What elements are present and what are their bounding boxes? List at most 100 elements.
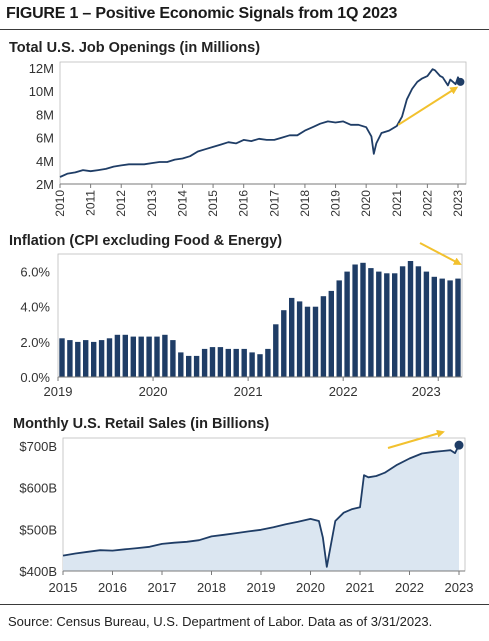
title-rule bbox=[0, 29, 489, 30]
y-tick-label: $700B bbox=[19, 439, 57, 454]
x-tick-label: 2016 bbox=[98, 580, 127, 595]
data-line bbox=[59, 68, 462, 178]
figure-title: FIGURE 1 – Positive Economic Signals fro… bbox=[6, 5, 398, 22]
bar bbox=[249, 352, 255, 377]
bar bbox=[328, 290, 334, 377]
x-tick-label: 2021 bbox=[234, 384, 263, 399]
x-tick-label: 2023 bbox=[412, 384, 441, 399]
bar bbox=[384, 273, 390, 377]
bar bbox=[352, 264, 358, 377]
bar bbox=[209, 347, 216, 377]
x-tick-label: 2015 bbox=[206, 190, 220, 217]
bar bbox=[431, 276, 437, 377]
y-tick-label: 10M bbox=[29, 84, 54, 99]
bar bbox=[67, 340, 73, 377]
x-tick-label: 2016 bbox=[237, 190, 251, 217]
chart-inflation: Inflation (CPI excluding Food & Energy) 0… bbox=[9, 233, 463, 399]
bar bbox=[360, 262, 366, 377]
bar bbox=[376, 271, 382, 377]
y-tick-label: 4M bbox=[36, 154, 54, 169]
bar bbox=[399, 266, 406, 377]
y-tick-label: 2M bbox=[36, 177, 54, 192]
trend-arrow bbox=[419, 242, 462, 265]
bar bbox=[91, 341, 97, 377]
x-tick-label: 2018 bbox=[298, 190, 312, 217]
bar bbox=[217, 347, 224, 377]
x-tick-label: 2017 bbox=[267, 190, 281, 217]
bar bbox=[312, 306, 319, 377]
trend-arrow bbox=[397, 86, 459, 126]
bar bbox=[146, 336, 152, 377]
bar bbox=[186, 355, 192, 377]
bar bbox=[344, 271, 350, 377]
bar bbox=[193, 355, 200, 377]
y-tick-label: 0.0% bbox=[20, 370, 50, 385]
y-tick-label: 8M bbox=[36, 107, 54, 122]
y-tick-label: $400B bbox=[19, 564, 57, 579]
chart-title: Monthly U.S. Retail Sales (in Billions) bbox=[13, 416, 269, 432]
x-tick-label: 2021 bbox=[346, 580, 375, 595]
footer-rule bbox=[0, 604, 489, 605]
bar bbox=[233, 348, 239, 377]
bar bbox=[122, 334, 128, 377]
bar bbox=[273, 324, 279, 377]
bar bbox=[178, 352, 184, 377]
chart-retail-sales: Monthly U.S. Retail Sales (in Billions) $… bbox=[13, 416, 473, 595]
bar bbox=[304, 306, 311, 377]
bar bbox=[439, 278, 445, 377]
x-tick-label: 2019 bbox=[44, 384, 73, 399]
bar bbox=[289, 297, 295, 377]
bar bbox=[98, 340, 105, 377]
x-tick-label: 2023 bbox=[451, 190, 465, 217]
y-tick-label: 12M bbox=[29, 61, 54, 76]
bar bbox=[281, 310, 287, 377]
chart-title: Inflation (CPI excluding Food & Energy) bbox=[9, 233, 282, 249]
x-tick-label: 2013 bbox=[145, 190, 159, 217]
bar bbox=[154, 336, 160, 377]
bar bbox=[170, 340, 176, 377]
bar bbox=[138, 336, 144, 377]
y-tick-label: $500B bbox=[19, 522, 57, 537]
bar bbox=[130, 336, 136, 377]
x-tick-label: 2011 bbox=[84, 190, 98, 216]
x-tick-label: 2020 bbox=[139, 384, 168, 399]
bar bbox=[83, 340, 89, 377]
source-note: Source: Census Bureau, U.S. Department o… bbox=[8, 614, 433, 629]
bar bbox=[336, 280, 342, 377]
bar bbox=[368, 268, 374, 377]
x-tick-label: 2012 bbox=[114, 190, 128, 217]
trend-arrow bbox=[387, 429, 445, 449]
x-tick-label: 2015 bbox=[49, 580, 78, 595]
x-tick-label: 2020 bbox=[359, 190, 373, 217]
x-tick-label: 2021 bbox=[390, 190, 404, 217]
x-tick-label: 2017 bbox=[148, 580, 177, 595]
bar bbox=[415, 266, 422, 377]
y-tick-label: 6M bbox=[36, 131, 54, 146]
chart-job-openings: Total U.S. Job Openings (in Millions) 2M 4… bbox=[9, 40, 467, 217]
latest-point bbox=[456, 77, 465, 86]
y-tick-label: 6.0% bbox=[20, 265, 50, 280]
bar bbox=[201, 348, 208, 377]
bar bbox=[447, 280, 453, 377]
y-tick-label: 2.0% bbox=[20, 335, 50, 350]
bar bbox=[257, 354, 263, 377]
bar bbox=[320, 296, 327, 377]
bar bbox=[225, 348, 231, 377]
x-tick-label: 2022 bbox=[420, 190, 434, 217]
y-tick-label: $600B bbox=[19, 481, 57, 496]
data-area bbox=[63, 445, 459, 571]
data-line bbox=[62, 444, 460, 568]
x-tick-label: 2019 bbox=[329, 190, 343, 217]
x-tick-label: 2023 bbox=[445, 580, 474, 595]
x-tick-label: 2019 bbox=[247, 580, 276, 595]
bar bbox=[114, 334, 121, 377]
bar bbox=[75, 341, 81, 377]
x-tick-label: 2022 bbox=[329, 384, 358, 399]
x-tick-label: 2018 bbox=[197, 580, 226, 595]
bar bbox=[59, 338, 65, 377]
bar bbox=[455, 278, 461, 377]
y-tick-label: 4.0% bbox=[20, 300, 50, 315]
bar bbox=[241, 348, 247, 377]
